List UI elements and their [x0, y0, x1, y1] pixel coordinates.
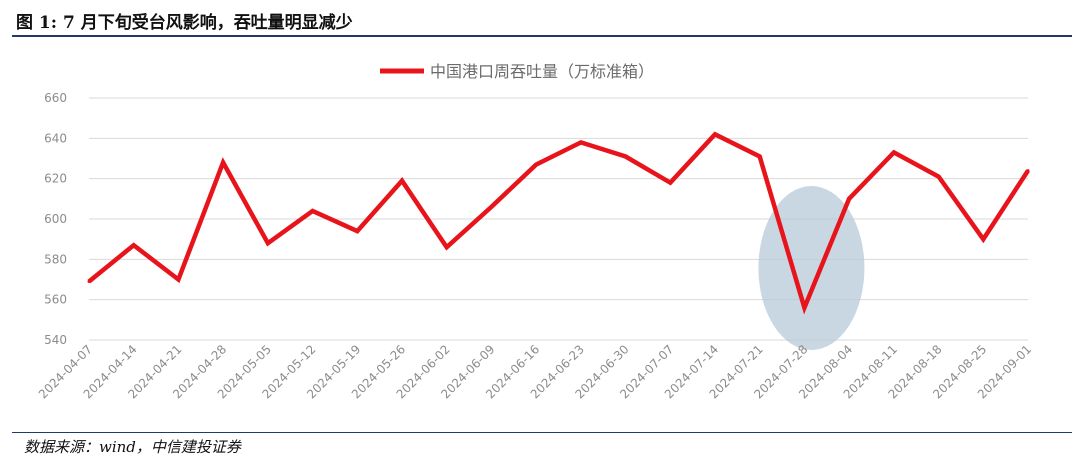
- data-point: [847, 197, 851, 201]
- data-point: [713, 132, 717, 136]
- y-tick-label: 580: [44, 252, 67, 266]
- top-rule: [12, 35, 1072, 37]
- y-axis-ticks: 540 560 580 600 620 640 660: [44, 91, 67, 347]
- data-point: [668, 181, 672, 185]
- x-axis-ticks: 2024-04-072024-04-142024-04-212024-04-28…: [36, 342, 1034, 401]
- data-point: [892, 150, 896, 154]
- y-tick-label: 640: [44, 131, 67, 145]
- figure-title: 图 1: 7 月下旬受台风影响，吞吐量明显减少: [16, 13, 353, 33]
- source-note: 数据来源：wind，中信建投证券: [24, 438, 241, 456]
- bottom-rule: [12, 432, 1072, 433]
- gridlines: [89, 97, 1028, 341]
- data-point: [311, 209, 315, 213]
- series-layer: [87, 131, 1030, 315]
- series-line: [87, 131, 1030, 315]
- y-tick-label: 540: [44, 333, 67, 347]
- data-point: [132, 243, 136, 247]
- data-point: [445, 245, 449, 249]
- y-tick-label: 600: [44, 212, 67, 226]
- y-tick-label: 660: [44, 91, 67, 105]
- data-point: [1026, 169, 1030, 173]
- y-tick-label: 620: [44, 172, 67, 186]
- data-point: [937, 175, 941, 179]
- legend-label: 中国港口周吞吐量（万标准箱）: [430, 62, 654, 81]
- data-point: [87, 280, 91, 284]
- data-point: [624, 154, 628, 158]
- data-point: [489, 205, 493, 209]
- data-point: [579, 140, 583, 144]
- y-tick-label: 560: [44, 293, 67, 307]
- data-point: [400, 179, 404, 183]
- data-point: [266, 241, 270, 245]
- data-point: [221, 161, 225, 165]
- data-point: [355, 229, 359, 233]
- legend: 中国港口周吞吐量（万标准箱）: [380, 62, 654, 81]
- data-point: [981, 237, 985, 241]
- line-chart: 540 560 580 600 620 640 660 2024-04-072024-04-…: [36, 62, 1034, 401]
- data-point: [758, 154, 762, 158]
- data-point: [534, 163, 538, 167]
- data-point: [176, 278, 180, 281]
- data-point: [802, 306, 806, 310]
